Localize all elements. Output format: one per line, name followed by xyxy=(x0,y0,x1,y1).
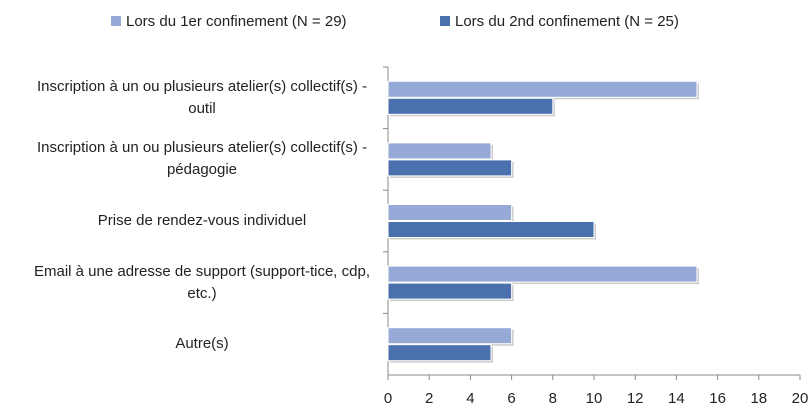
x-tick-label: 6 xyxy=(507,390,515,407)
category-label: Autre(s) xyxy=(10,313,372,375)
legend-label: Lors du 2nd confinement (N = 25) xyxy=(455,13,679,30)
category-text: Email à une adresse de support (support-… xyxy=(33,262,370,302)
bar xyxy=(387,221,595,238)
legend-label: Lors du 1er confinement (N = 29) xyxy=(126,13,347,30)
category-label: Prise de rendez-vous individuel xyxy=(10,190,372,252)
category-label: Email à une adresse de support (support-… xyxy=(10,252,372,314)
bar xyxy=(387,142,492,160)
legend-swatch xyxy=(440,16,450,26)
legend-swatch xyxy=(111,16,121,26)
x-tick-label: 18 xyxy=(750,390,767,407)
bar xyxy=(387,80,698,98)
bar xyxy=(387,282,513,300)
bar xyxy=(387,97,554,115)
x-tick-label: 16 xyxy=(709,390,726,407)
x-tick-label: 10 xyxy=(586,390,603,407)
category-text: Autre(s) xyxy=(175,335,229,353)
category-text: Prise de rendez-vous individuel xyxy=(97,211,307,229)
x-tick-label: 0 xyxy=(384,390,392,407)
bar xyxy=(387,159,513,177)
x-tick-label: 20 xyxy=(792,390,809,407)
category-text: Inscription à un ou plusieurs atelier(s)… xyxy=(36,139,368,179)
category-label: Inscription à un ou plusieurs atelier(s)… xyxy=(10,129,372,191)
x-tick-label: 12 xyxy=(627,390,644,407)
bar xyxy=(387,265,698,283)
bar xyxy=(387,327,513,345)
x-tick-label: 14 xyxy=(668,390,685,407)
bar xyxy=(387,204,513,221)
x-tick-label: 8 xyxy=(549,390,557,407)
x-tick-label: 2 xyxy=(425,390,433,407)
x-tick-label: 4 xyxy=(466,390,474,407)
category-text: Inscription à un ou plusieurs atelier(s)… xyxy=(36,77,368,117)
category-label: Inscription à un ou plusieurs atelier(s)… xyxy=(10,67,372,129)
bar xyxy=(387,344,492,362)
